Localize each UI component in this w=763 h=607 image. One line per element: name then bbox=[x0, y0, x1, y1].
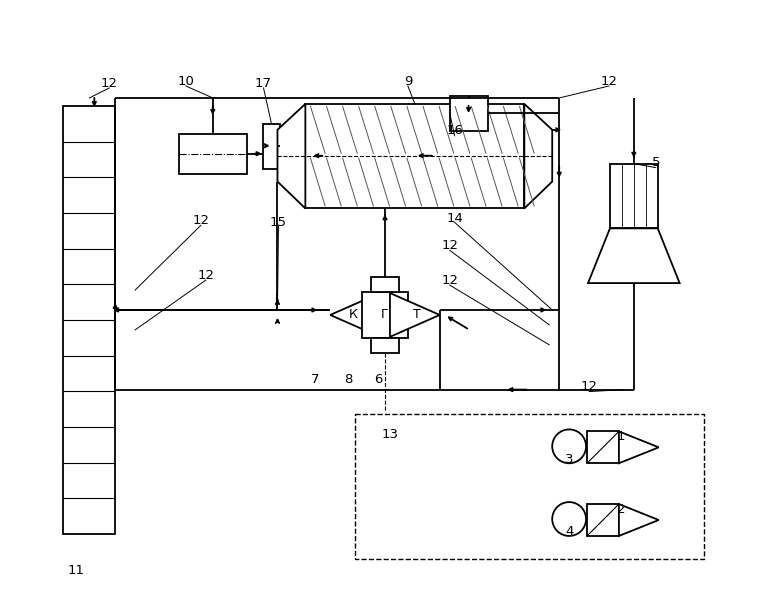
Polygon shape bbox=[619, 504, 658, 536]
Text: 12: 12 bbox=[581, 380, 597, 393]
Text: 9: 9 bbox=[404, 75, 412, 87]
Text: 12: 12 bbox=[192, 214, 209, 227]
Bar bbox=[63, 106, 115, 534]
Polygon shape bbox=[390, 293, 439, 337]
Text: 15: 15 bbox=[270, 216, 287, 229]
Bar bbox=[610, 164, 658, 228]
Text: 17: 17 bbox=[255, 76, 272, 89]
Polygon shape bbox=[524, 104, 552, 208]
Text: Т: Т bbox=[413, 308, 420, 322]
Text: 5: 5 bbox=[652, 156, 660, 169]
Text: 3: 3 bbox=[565, 453, 573, 466]
Text: 12: 12 bbox=[441, 274, 459, 287]
Text: 16: 16 bbox=[446, 124, 463, 137]
Text: 7: 7 bbox=[311, 373, 320, 386]
Bar bbox=[179, 134, 246, 174]
Text: 8: 8 bbox=[344, 373, 353, 386]
Text: 12: 12 bbox=[441, 239, 459, 252]
Bar bbox=[355, 415, 703, 559]
Polygon shape bbox=[619, 432, 658, 463]
Text: 2: 2 bbox=[617, 503, 625, 515]
Bar bbox=[371, 277, 399, 292]
Polygon shape bbox=[278, 104, 305, 208]
Bar bbox=[305, 104, 524, 208]
Text: 11: 11 bbox=[68, 565, 85, 577]
Text: К: К bbox=[349, 308, 358, 322]
Bar bbox=[587, 432, 619, 463]
Bar bbox=[371, 338, 399, 353]
Text: 4: 4 bbox=[565, 526, 573, 538]
Bar bbox=[449, 96, 488, 131]
Text: 1: 1 bbox=[617, 430, 625, 443]
Text: 12: 12 bbox=[600, 75, 617, 87]
Text: 13: 13 bbox=[382, 428, 398, 441]
Bar bbox=[587, 504, 619, 536]
Bar bbox=[262, 124, 281, 169]
Text: Г: Г bbox=[382, 308, 389, 322]
Text: 10: 10 bbox=[178, 75, 195, 87]
Text: 14: 14 bbox=[446, 212, 463, 225]
Text: 6: 6 bbox=[374, 373, 382, 386]
Text: 12: 12 bbox=[101, 76, 118, 89]
Bar bbox=[362, 292, 408, 338]
Polygon shape bbox=[330, 293, 380, 337]
Text: 12: 12 bbox=[198, 269, 214, 282]
Polygon shape bbox=[588, 228, 680, 283]
